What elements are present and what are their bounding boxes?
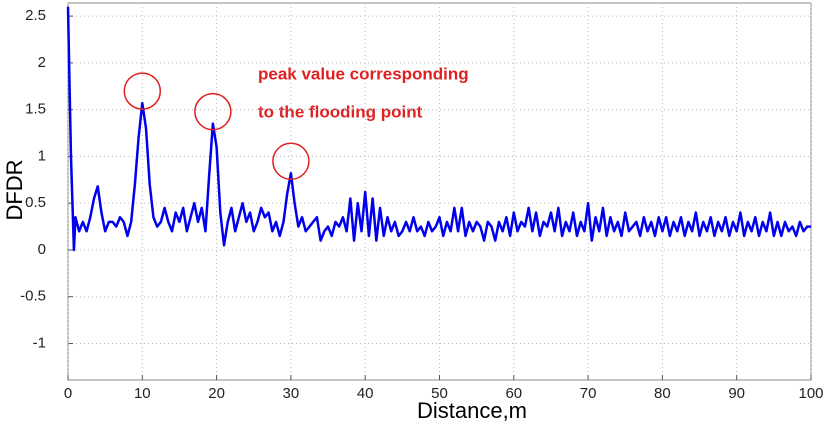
x-axis-label: Distance,m (417, 398, 527, 423)
annotation: peak value corresponding (258, 64, 469, 83)
peak-circle (272, 142, 310, 181)
y-tick-label: 1 (38, 147, 46, 164)
x-tick-label: 20 (208, 385, 225, 402)
peak-circle (123, 72, 162, 110)
peak-circle (194, 92, 232, 131)
x-tick-label: 60 (505, 385, 522, 402)
y-axis-label: DFDR (2, 159, 27, 220)
y-tick-label: 1.5 (25, 101, 46, 118)
x-tick-label: 80 (654, 385, 671, 402)
x-tick-label: 10 (134, 385, 151, 402)
x-tick-label: 40 (357, 385, 374, 402)
x-tick-label: 50 (431, 385, 448, 402)
x-tick-label: 90 (728, 385, 745, 402)
y-tick-label: 0.5 (25, 194, 46, 211)
y-tick-label: -1 (33, 334, 46, 351)
y-tick-label: 2.5 (25, 7, 46, 24)
x-tick-label: 100 (798, 385, 823, 402)
x-tick-label: 70 (580, 385, 597, 402)
x-tick-label: 0 (64, 385, 72, 402)
y-tick-label: 0 (38, 241, 46, 258)
y-tick-label: -0.5 (20, 288, 46, 305)
annotation: to the flooding point (258, 102, 423, 121)
x-tick-label: 30 (283, 385, 300, 402)
data-line (66, 6, 811, 252)
y-tick-label: 2 (38, 54, 46, 71)
